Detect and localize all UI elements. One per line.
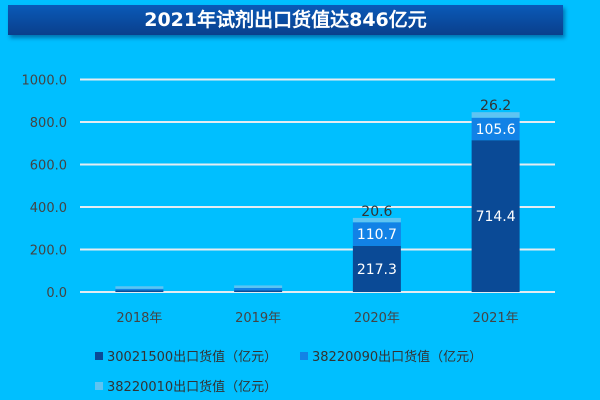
data-label: 110.7 [357,227,397,243]
bar-segment [115,288,164,291]
bar-segment [471,140,520,292]
chart-title: 2021年试剂出口货值达846亿元 [8,5,563,35]
bar-segment [471,112,520,118]
y-tick-label: 800.0 [30,116,67,131]
x-tick-label: 2018年 [116,311,162,326]
legend-swatch-icon [95,351,103,360]
y-tick-label: 1000.0 [22,74,68,89]
legend-label: 30021500出口货值（亿元） [107,350,278,365]
data-label: 26.2 [480,98,511,114]
bar-segment [352,245,401,292]
data-label: 105.6 [476,122,516,138]
y-tick-label: 600.0 [30,159,67,174]
data-label: 20.6 [361,204,392,220]
legend-label: 38220010出口货值（亿元） [107,380,278,395]
legend-label: 38220090出口货值（亿元） [312,350,483,365]
y-tick-label: 400.0 [30,201,67,216]
legend-swatch-icon [300,351,308,360]
bar-segment [115,290,164,292]
y-tick-label: 200.0 [30,244,67,259]
x-tick-label: 2020年 [354,311,400,326]
legend-item-1: 38220090出口货值（亿元） [300,346,482,365]
y-tick-label: 0.0 [46,286,67,301]
x-tick-label: 2021年 [473,311,519,326]
bar-segment [234,290,283,292]
legend-item-0: 30021500出口货值（亿元） [95,346,277,365]
data-label: 714.4 [476,209,516,225]
bar-segment [115,286,164,289]
legend-swatch-icon [95,381,103,390]
bar-segment [234,287,283,291]
data-label: 217.3 [357,262,397,278]
bar-segment [234,285,283,288]
legend-item-2: 38220010出口货值（亿元） [95,376,277,395]
bar-segment [471,117,520,141]
bar-segment [352,222,401,246]
x-tick-label: 2019年 [235,311,281,326]
bar-segment [352,217,401,223]
